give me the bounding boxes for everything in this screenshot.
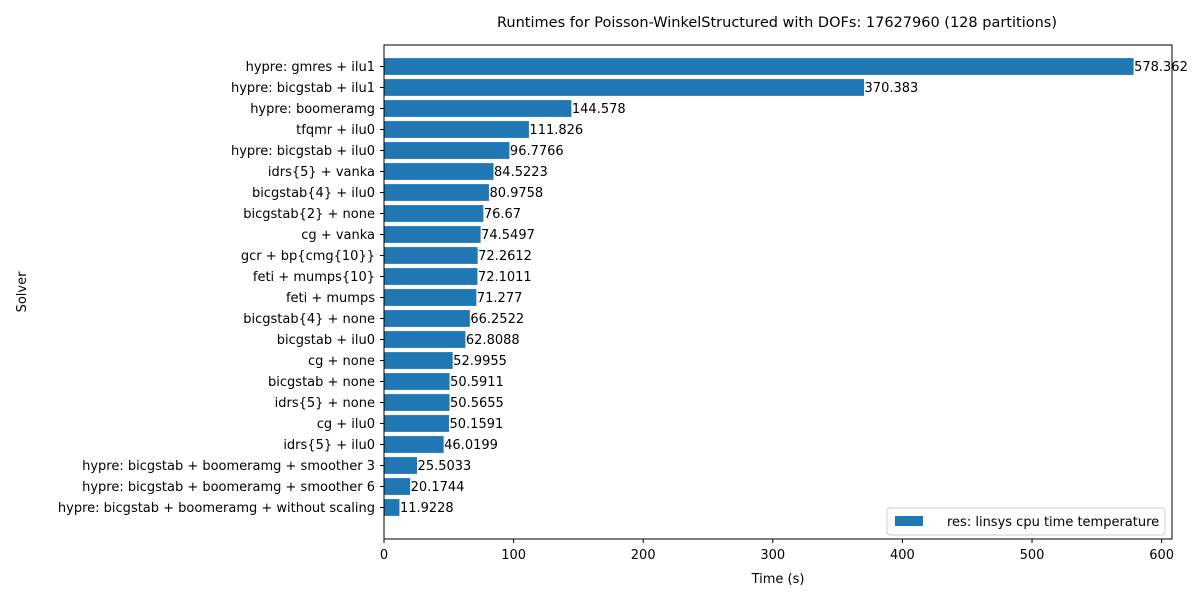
y-tick-label: bicgstab{4} + none	[243, 312, 375, 327]
bar-value-label: 62.8088	[466, 333, 520, 348]
bar-value-label: 578.362	[1134, 60, 1188, 75]
y-axis-label: Solver	[15, 271, 30, 313]
y-tick-label: tfqmr + ilu0	[296, 123, 375, 138]
x-tick-label: 600	[1149, 548, 1174, 563]
y-tick-label: idrs{5} + none	[275, 396, 375, 411]
bar-value-label: 20.1744	[411, 480, 465, 495]
legend-label: res: linsys cpu time temperature	[947, 515, 1159, 530]
bar-value-label: 50.5655	[450, 396, 504, 411]
y-tick-label: idrs{5} + ilu0	[283, 438, 375, 453]
y-tick-label: idrs{5} + vanka	[268, 165, 375, 180]
value-labels-group: 578.362 370.383 144.578 111.826 96.7766 84.52…	[400, 60, 1188, 516]
bar-value-label: 71.277	[477, 291, 523, 306]
y-tick-label: hypre: bicgstab + ilu0	[231, 144, 375, 159]
bar-value-label: 76.67	[484, 207, 521, 222]
y-tick-label: cg + ilu0	[317, 417, 375, 432]
y-tick-label: hypre: bicgstab + boomeramg + smoother 6	[82, 480, 375, 495]
y-tick-label: feti + mumps{10}	[253, 270, 375, 285]
bar-value-label: 144.578	[572, 102, 626, 117]
y-tick-label: bicgstab{4} + ilu0	[252, 186, 375, 201]
bar	[384, 373, 450, 390]
y-tick-label: gcr + bp{cmg{10}}	[241, 249, 375, 264]
bar	[384, 394, 450, 411]
bar-value-label: 96.7766	[510, 144, 564, 159]
x-tick-label: 200	[631, 548, 656, 563]
bar	[384, 79, 865, 96]
bar	[384, 478, 411, 495]
bar-value-label: 111.826	[529, 123, 583, 138]
bar	[384, 310, 470, 327]
bar	[384, 163, 494, 180]
y-tick-label: hypre: bicgstab + boomeramg + smoother 3	[82, 459, 375, 474]
plot-area: 578.362 370.383 144.578 111.826 96.7766 84.52…	[58, 44, 1188, 563]
x-axis-ticks: 0 100 200 300 400 500 600	[380, 539, 1174, 563]
bar-value-label: 72.1011	[478, 270, 532, 285]
bar-value-label: 80.9758	[489, 186, 543, 201]
y-tick-label: hypre: bicgstab + boomeramg + without sc…	[58, 501, 375, 516]
x-axis-label: Time (s)	[751, 572, 805, 587]
bar-value-label: 370.383	[865, 81, 919, 96]
bar	[384, 415, 450, 432]
bar	[384, 499, 400, 516]
legend: res: linsys cpu time temperature	[886, 507, 1166, 536]
bar	[384, 58, 1134, 75]
bar-value-label: 25.5033	[418, 459, 472, 474]
bar	[384, 457, 418, 474]
bar-value-label: 52.9955	[453, 354, 507, 369]
x-tick-label: 400	[890, 548, 915, 563]
bar	[384, 100, 572, 117]
y-tick-label: hypre: boomeramg	[250, 102, 375, 117]
bar-value-label: 50.5911	[450, 375, 504, 390]
bar-value-label: 11.9228	[400, 501, 454, 516]
bar	[384, 247, 478, 264]
y-tick-label: bicgstab + ilu0	[277, 333, 375, 348]
bar	[384, 436, 444, 453]
chart-title: Runtimes for Poisson-WinkelStructured wi…	[497, 15, 1057, 31]
bar	[384, 352, 453, 369]
x-tick-label: 500	[1020, 548, 1045, 563]
y-tick-label: cg + vanka	[301, 228, 375, 243]
bar-value-label: 74.5497	[481, 228, 535, 243]
x-tick-label: 100	[501, 548, 526, 563]
bar	[384, 121, 529, 138]
legend-swatch	[895, 516, 923, 526]
bars-group	[384, 58, 1134, 516]
x-tick-label: 0	[380, 548, 388, 563]
legend-box	[886, 507, 1166, 536]
bar	[384, 205, 484, 222]
y-tick-label: bicgstab{2} + none	[243, 207, 375, 222]
bar	[384, 331, 466, 348]
bar	[384, 184, 489, 201]
y-axis-ticks: hypre: gmres + ilu1 hypre: bicgstab + ilu…	[58, 60, 384, 516]
bar-value-label: 66.2522	[470, 312, 524, 327]
bar-value-label: 50.1591	[450, 417, 504, 432]
bar-value-label: 72.2612	[478, 249, 532, 264]
bar-value-label: 46.0199	[444, 438, 498, 453]
plot-frame	[383, 44, 1173, 540]
bar	[384, 142, 510, 159]
bar	[384, 226, 481, 243]
bar	[384, 289, 477, 306]
y-tick-label: cg + none	[308, 354, 375, 369]
bar-value-label: 84.5223	[494, 165, 548, 180]
bar	[384, 268, 478, 285]
y-tick-label: hypre: bicgstab + ilu1	[231, 81, 375, 96]
y-tick-label: bicgstab + none	[268, 375, 375, 390]
y-tick-label: hypre: gmres + ilu1	[246, 60, 375, 75]
y-tick-label: feti + mumps	[286, 291, 375, 306]
x-tick-label: 300	[760, 548, 785, 563]
